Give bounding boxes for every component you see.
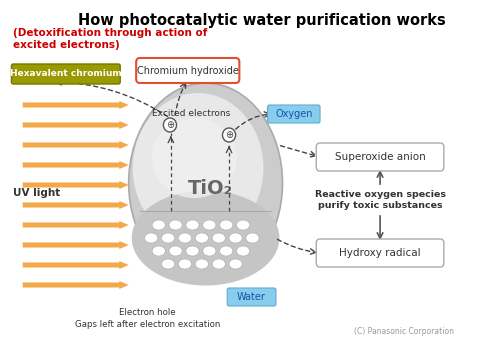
Polygon shape <box>23 241 129 249</box>
Ellipse shape <box>161 259 175 269</box>
Ellipse shape <box>212 259 225 269</box>
Text: Water: Water <box>237 292 266 302</box>
FancyBboxPatch shape <box>316 239 444 267</box>
Ellipse shape <box>203 220 216 230</box>
FancyBboxPatch shape <box>267 105 320 123</box>
Ellipse shape <box>186 220 199 230</box>
Text: Excited electrons: Excited electrons <box>152 108 231 118</box>
Ellipse shape <box>229 259 242 269</box>
Ellipse shape <box>179 259 192 269</box>
FancyBboxPatch shape <box>136 58 240 83</box>
Text: How photocatalytic water purification works: How photocatalytic water purification wo… <box>78 13 446 28</box>
Ellipse shape <box>161 233 175 243</box>
Ellipse shape <box>144 233 158 243</box>
Ellipse shape <box>195 259 208 269</box>
Polygon shape <box>23 141 129 149</box>
Polygon shape <box>23 121 129 129</box>
Polygon shape <box>23 281 129 289</box>
Text: (C) Panasonic Corporation: (C) Panasonic Corporation <box>354 327 454 336</box>
Ellipse shape <box>132 190 279 286</box>
Text: UV light: UV light <box>13 188 60 198</box>
Polygon shape <box>23 221 129 229</box>
Polygon shape <box>23 161 129 169</box>
Ellipse shape <box>246 233 259 243</box>
Ellipse shape <box>195 233 208 243</box>
Text: (Detoxification through action of
excited electrons): (Detoxification through action of excite… <box>13 28 208 50</box>
Text: Reactive oxygen species
purify toxic substances: Reactive oxygen species purify toxic sub… <box>314 190 445 210</box>
Ellipse shape <box>132 93 264 243</box>
Text: Oxygen: Oxygen <box>275 109 312 119</box>
Polygon shape <box>23 101 129 109</box>
FancyBboxPatch shape <box>227 288 276 306</box>
Text: ⊕: ⊕ <box>166 120 174 130</box>
Ellipse shape <box>237 246 250 256</box>
Text: TiO₂: TiO₂ <box>188 178 233 198</box>
Polygon shape <box>23 261 129 269</box>
Ellipse shape <box>152 118 237 198</box>
Circle shape <box>223 128 236 142</box>
Circle shape <box>163 118 177 132</box>
Text: Chromium hydroxide: Chromium hydroxide <box>137 66 239 75</box>
Ellipse shape <box>169 246 182 256</box>
Text: Electron hole
Gaps left after electron excitation: Electron hole Gaps left after electron e… <box>75 308 220 329</box>
Ellipse shape <box>203 246 216 256</box>
Ellipse shape <box>129 83 283 283</box>
Text: Hexavalent chromium: Hexavalent chromium <box>10 69 122 79</box>
FancyBboxPatch shape <box>316 143 444 171</box>
Ellipse shape <box>152 246 165 256</box>
Text: ⊕: ⊕ <box>225 130 233 140</box>
Ellipse shape <box>179 233 192 243</box>
Ellipse shape <box>186 246 199 256</box>
Ellipse shape <box>220 220 233 230</box>
Ellipse shape <box>229 233 242 243</box>
FancyBboxPatch shape <box>12 64 120 84</box>
Ellipse shape <box>212 233 225 243</box>
Ellipse shape <box>237 220 250 230</box>
Text: Superoxide anion: Superoxide anion <box>335 152 425 162</box>
Text: Hydroxy radical: Hydroxy radical <box>339 248 421 258</box>
Ellipse shape <box>220 246 233 256</box>
Ellipse shape <box>169 220 182 230</box>
Ellipse shape <box>152 220 165 230</box>
Polygon shape <box>23 201 129 209</box>
Polygon shape <box>23 181 129 189</box>
